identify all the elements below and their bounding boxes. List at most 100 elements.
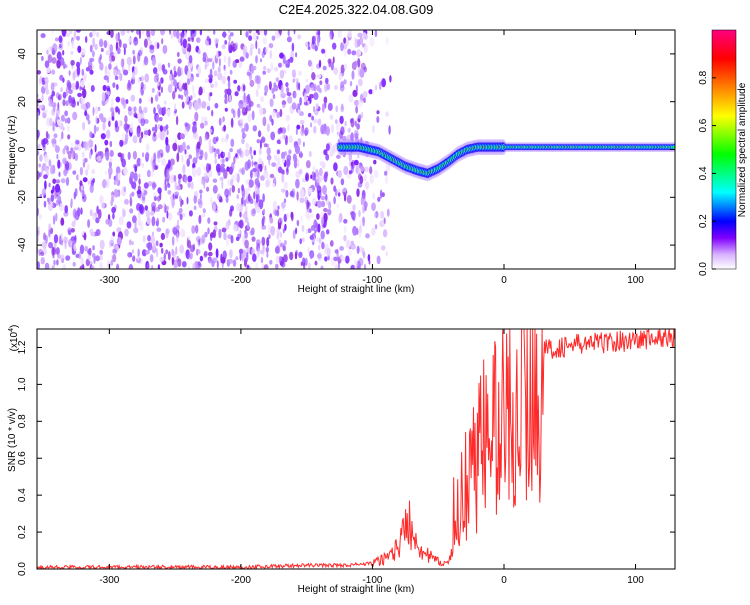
noise-blob	[271, 35, 276, 41]
noise-blob	[276, 111, 281, 119]
noise-blob	[175, 246, 178, 255]
noise-blob	[61, 131, 64, 140]
noise-blob	[167, 84, 173, 93]
noise-blob	[228, 41, 231, 51]
noise-blob	[203, 166, 206, 171]
noise-blob	[37, 70, 41, 75]
noise-blob	[40, 251, 45, 256]
noise-blob	[363, 201, 368, 209]
noise-blob	[363, 174, 367, 182]
noise-blob	[186, 196, 189, 205]
noise-blob	[174, 86, 177, 93]
noise-blob	[118, 39, 122, 48]
noise-blob	[357, 32, 363, 38]
noise-blob	[99, 254, 103, 261]
noise-blob	[289, 56, 294, 64]
noise-blob	[159, 256, 165, 263]
noise-blob	[219, 176, 224, 181]
noise-blob	[64, 118, 68, 124]
noise-blob	[381, 78, 386, 88]
noise-blob	[89, 69, 94, 75]
noise-blob	[79, 56, 82, 65]
noise-blob	[255, 30, 259, 34]
noise-blob	[81, 68, 85, 76]
noise-blob	[111, 196, 114, 203]
noise-blob	[346, 194, 352, 204]
noise-blob	[369, 37, 375, 47]
noise-blob	[105, 151, 110, 161]
noise-blob	[357, 99, 363, 108]
noise-blob	[291, 42, 295, 52]
noise-blob	[126, 221, 132, 229]
noise-blob	[94, 231, 99, 237]
noise-blob	[167, 251, 171, 261]
noise-blob	[245, 31, 249, 38]
noise-blob	[235, 59, 240, 64]
noise-blob	[46, 117, 51, 127]
noise-blob	[308, 187, 313, 193]
noise-blob	[359, 175, 364, 185]
noise-blob	[217, 193, 222, 201]
noise-blob	[40, 33, 46, 39]
noise-blob	[196, 103, 202, 109]
noise-blob	[263, 264, 269, 269]
noise-blob	[221, 117, 224, 123]
noise-blob	[335, 119, 338, 124]
noise-blob	[161, 158, 167, 167]
noise-blob	[349, 80, 353, 87]
noise-blob	[271, 162, 277, 168]
noise-blob	[181, 155, 184, 163]
noise-blob	[91, 168, 95, 175]
noise-blob	[232, 259, 237, 267]
noise-blob	[188, 101, 192, 110]
noise-blob	[186, 77, 191, 86]
noise-blob	[282, 228, 285, 234]
noise-blob	[254, 178, 260, 186]
noise-blob	[367, 254, 371, 262]
noise-blob	[156, 227, 162, 232]
noise-blob	[129, 239, 132, 246]
noise-blob	[139, 137, 142, 144]
noise-blob	[133, 227, 139, 234]
noise-blob	[307, 100, 310, 106]
noise-blob	[252, 168, 257, 172]
bottom-y-axis-label: SNR (10 * v/v)	[7, 408, 18, 472]
noise-blob	[231, 162, 235, 172]
noise-blob	[323, 207, 328, 213]
noise-blob	[340, 42, 344, 52]
noise-blob	[384, 170, 388, 176]
noise-blob	[145, 250, 150, 255]
noise-blob	[245, 123, 249, 132]
noise-blob	[60, 114, 65, 122]
noise-blob	[50, 189, 54, 194]
noise-blob	[103, 75, 109, 81]
noise-blob	[339, 115, 344, 125]
noise-blob	[250, 169, 253, 179]
noise-blob	[249, 79, 255, 87]
noise-blob	[158, 117, 163, 122]
noise-blob	[62, 99, 66, 107]
noise-blob	[263, 30, 268, 36]
noise-blob	[172, 142, 178, 152]
noise-blob	[185, 94, 189, 103]
noise-blob	[96, 31, 100, 38]
noise-blob	[43, 232, 46, 241]
noise-blob	[304, 84, 310, 94]
noise-blob	[165, 143, 170, 153]
noise-blob	[252, 208, 256, 215]
noise-blob	[364, 181, 370, 190]
noise-blob	[185, 249, 190, 260]
noise-blob	[51, 265, 55, 269]
y-tick-label: 20	[17, 96, 28, 108]
noise-blob	[92, 106, 95, 116]
noise-blob	[66, 146, 69, 155]
noise-blob	[208, 77, 213, 84]
noise-blob	[258, 199, 264, 210]
noise-blob	[291, 102, 297, 110]
noise-blob	[187, 181, 191, 188]
noise-blob	[196, 167, 202, 177]
noise-blob	[319, 80, 323, 85]
noise-blob	[241, 138, 245, 145]
noise-blob	[55, 212, 58, 222]
noise-blob	[214, 80, 218, 88]
